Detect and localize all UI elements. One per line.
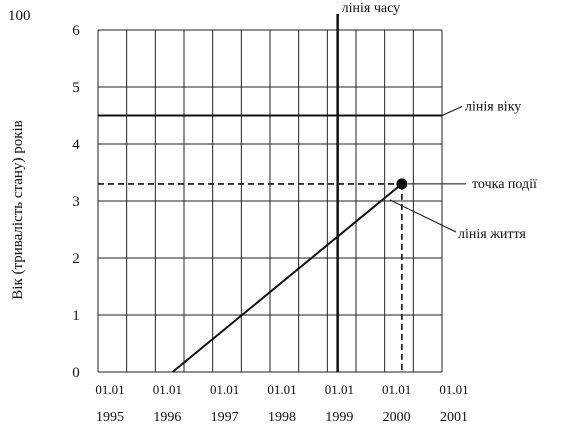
y-tick-label: 2 [72, 251, 80, 267]
x-tick-year: 1996 [153, 410, 181, 425]
corner-label: 100 [8, 8, 31, 24]
x-tick-date: 01.01 [325, 382, 354, 397]
time-line-label: лінія часу [342, 1, 400, 16]
x-tick-date: 01.01 [439, 382, 468, 397]
y-tick-label: 6 [72, 23, 80, 39]
event-point-label: точка події [472, 177, 537, 192]
y-tick-label: 5 [72, 80, 80, 96]
x-tick-date: 01.01 [382, 382, 411, 397]
x-tick-year: 2001 [440, 410, 468, 425]
x-tick-year: 2000 [383, 410, 411, 425]
age-line-label: лінія віку [465, 100, 521, 115]
x-tick-year: 1995 [96, 410, 124, 425]
x-tick-year: 1999 [325, 410, 353, 425]
y-tick-label: 4 [72, 137, 80, 153]
life-line-leader [389, 199, 457, 233]
y-tick-label: 0 [72, 365, 80, 381]
age-line-leader [441, 106, 463, 116]
x-tick-date: 01.01 [267, 382, 296, 397]
grid [97, 29, 443, 373]
x-tick-year: 1997 [211, 410, 239, 425]
y-tick-labels: 0 1 2 3 4 5 6 [72, 23, 80, 381]
y-tick-label: 1 [72, 308, 80, 324]
x-tick-date: 01.01 [95, 382, 124, 397]
x-tick-date: 01.01 [153, 382, 182, 397]
y-tick-label: 3 [72, 194, 80, 210]
x-tick-labels: 01.01 1995 01.01 1996 01.01 1997 01.01 1998 01.0… [95, 382, 468, 425]
life-line [171, 183, 403, 373]
life-line-label: лінія життя [458, 227, 526, 242]
x-tick-year: 1998 [268, 410, 296, 425]
x-tick-date: 01.01 [210, 382, 239, 397]
y-axis-title: Вік (тривалість стану) років [10, 120, 26, 299]
event-point [396, 178, 408, 190]
